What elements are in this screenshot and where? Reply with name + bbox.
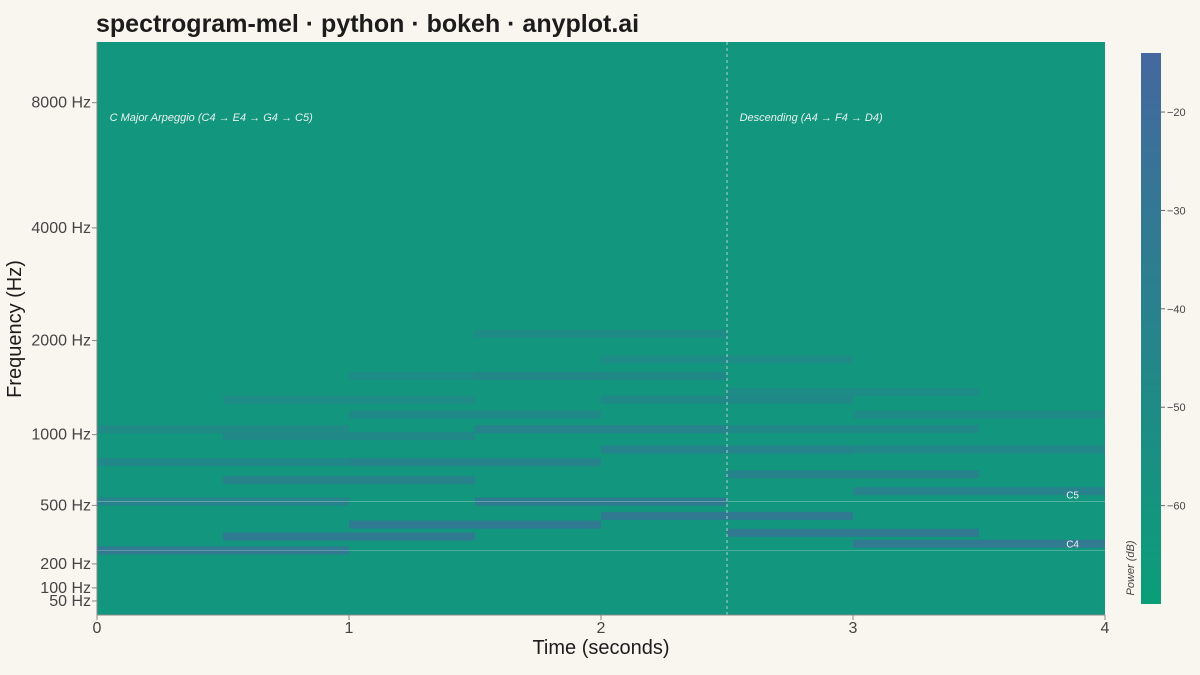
y-tick-label: 4000 Hz	[31, 220, 91, 237]
x-tick-label: 3	[849, 620, 858, 637]
y-tick-label: 200 Hz	[40, 556, 91, 573]
x-tick-label: 2	[597, 620, 606, 637]
spectrogram-band	[727, 388, 979, 397]
y-tick-label: 1000 Hz	[31, 427, 91, 444]
spectrogram-band	[601, 445, 853, 454]
y-tick-label: 8000 Hz	[31, 95, 91, 112]
spectrogram-band	[349, 458, 601, 467]
reference-lines: C4 C5	[96, 42, 1105, 615]
spectrogram-band	[349, 410, 601, 419]
x-tick-label: 4	[1101, 620, 1110, 637]
y-tick-label: 100 Hz	[40, 580, 91, 597]
section-annotation: Descending (A4 → F4 → D4)	[740, 112, 883, 124]
colorbar: −20 −30 −40 −50 −60	[1141, 53, 1186, 604]
x-axis-label: Time (seconds)	[532, 637, 669, 659]
spectrogram-band	[475, 371, 727, 380]
y-tick-label: 2000 Hz	[31, 333, 91, 350]
spectrogram-band	[97, 458, 349, 467]
spectrogram-band	[853, 487, 1105, 496]
y-axis-label: Frequency (Hz)	[4, 260, 26, 398]
spectrogram-band	[853, 539, 1105, 548]
spectrogram-band	[601, 395, 853, 404]
section-annotation: C Major Arpeggio (C4 → E4 → G4 → C5)	[110, 112, 313, 124]
chart-title: spectrogram-mel · python · bokeh · anypl…	[96, 10, 640, 38]
y-tick-label: 500 Hz	[40, 497, 91, 514]
colorbar-label: Power (dB)	[1125, 540, 1137, 595]
spectrogram-band	[601, 511, 853, 520]
x-tick-label: 0	[93, 620, 102, 637]
spectrogram-band	[475, 497, 727, 506]
spectrogram-band	[475, 329, 727, 338]
colorbar-tick-label: −60	[1167, 501, 1186, 513]
colorbar-tick-label: −40	[1167, 304, 1186, 316]
spectrogram-band	[97, 497, 349, 506]
spectrogram-band	[223, 395, 475, 404]
spectrogram-band	[223, 476, 475, 485]
y-tick-label: 50 Hz	[49, 593, 91, 610]
spectrogram-band	[97, 425, 349, 434]
spectrogram-band	[727, 425, 979, 434]
x-axis: 0 1 2 3 4	[93, 614, 1110, 637]
spectrogram-band	[727, 470, 979, 479]
annotations: C Major Arpeggio (C4 → E4 → G4 → C5) Desc…	[110, 112, 883, 124]
colorbar-tick-label: −20	[1167, 107, 1186, 119]
colorbar-tick-label: −50	[1167, 402, 1186, 414]
spectrogram-band	[223, 532, 475, 541]
spectrogram-band	[475, 425, 727, 434]
spectrogram-bands	[97, 329, 1105, 555]
colorbar-tick-label: −30	[1167, 205, 1186, 217]
note-reference-label: C5	[1066, 491, 1079, 502]
spectrogram-band	[97, 546, 349, 555]
spectrogram-band	[853, 410, 1105, 419]
colorbar-gradient	[1141, 53, 1161, 604]
spectrogram-band	[727, 528, 979, 537]
x-tick-label: 1	[345, 620, 354, 637]
note-reference-label: C4	[1066, 539, 1079, 550]
spectrogram-band	[223, 432, 475, 441]
spectrogram-band	[853, 445, 1105, 454]
spectrogram-band	[349, 520, 601, 529]
spectrogram-band	[601, 355, 853, 364]
